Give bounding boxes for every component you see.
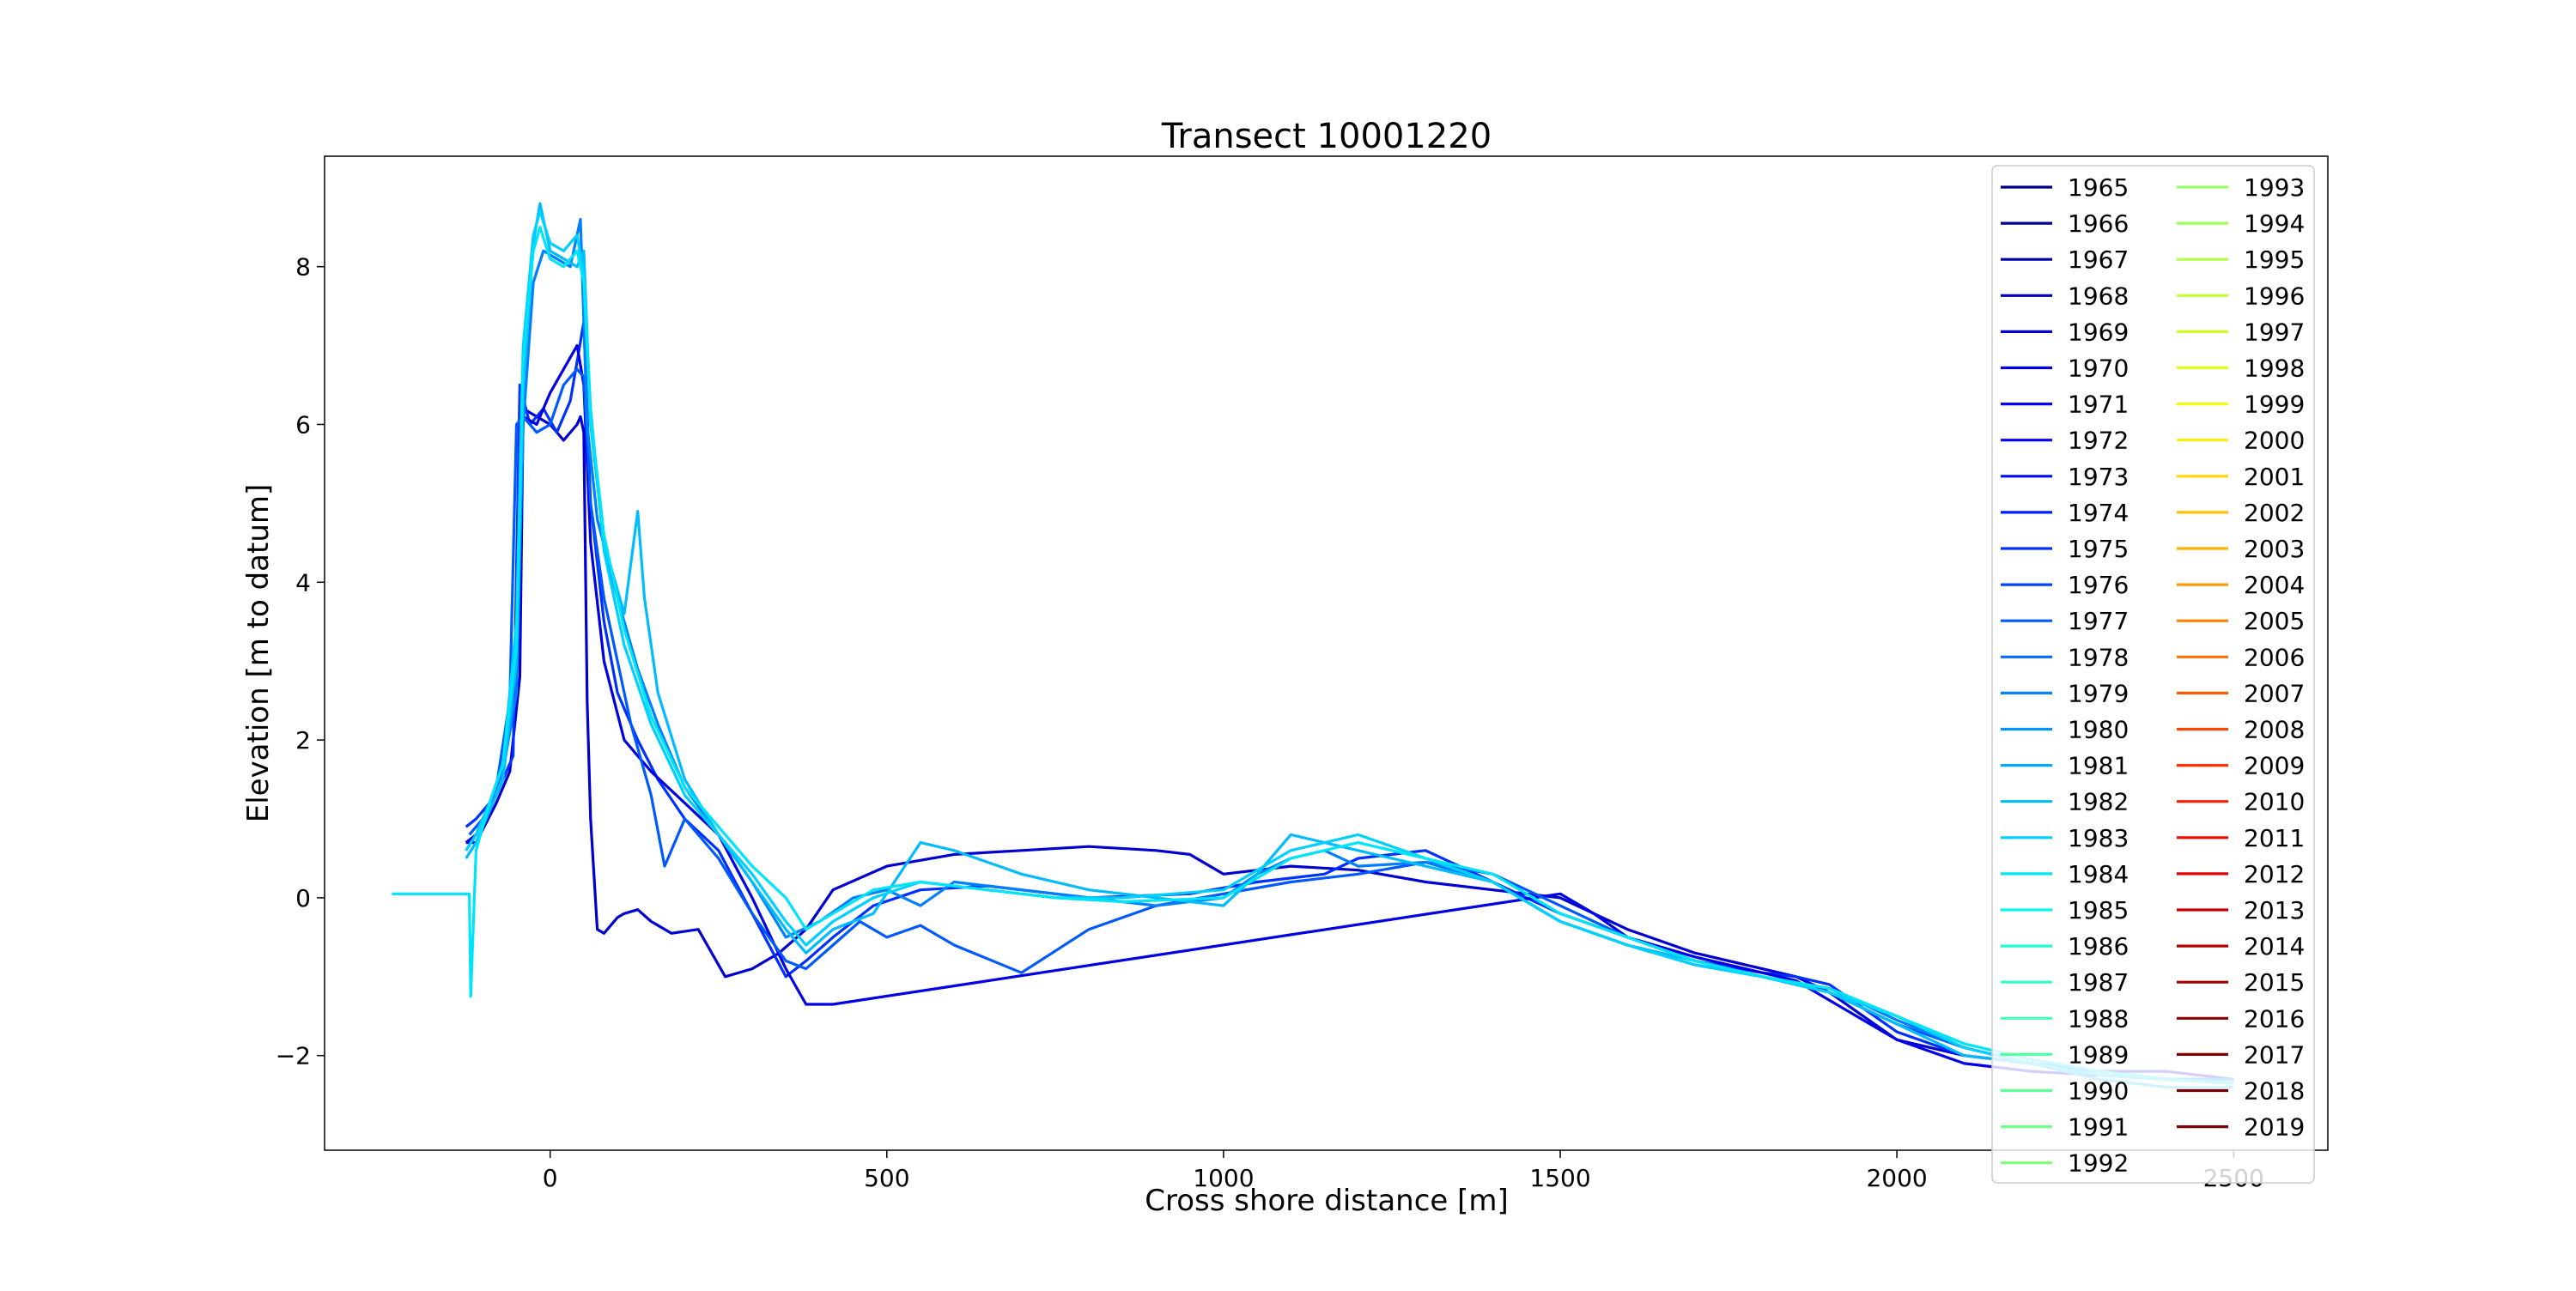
- legend-label: 1980: [2068, 716, 2129, 744]
- legend-label: 2015: [2244, 968, 2305, 997]
- legend-label: 2003: [2244, 535, 2305, 563]
- legend-label: 1982: [2068, 788, 2129, 816]
- legend-label: 1968: [2068, 282, 2129, 310]
- x-tick-label: 1500: [1529, 1164, 1590, 1192]
- series-line-6: [466, 211, 2234, 1083]
- legend-label: 1995: [2244, 245, 2305, 274]
- legend-label: 1990: [2068, 1077, 2129, 1106]
- legend-label: 1972: [2068, 427, 2129, 455]
- legend-label: 2000: [2244, 427, 2305, 455]
- legend-label: 1970: [2068, 355, 2129, 383]
- legend-label: 1975: [2068, 535, 2129, 563]
- legend-label: 1983: [2068, 824, 2129, 852]
- legend-label: 2005: [2244, 607, 2305, 635]
- legend-label: 1979: [2068, 679, 2129, 707]
- legend-label: 1984: [2068, 860, 2129, 888]
- legend-label: 1966: [2068, 209, 2129, 238]
- legend-label: 1986: [2068, 932, 2129, 961]
- legend-label: 1992: [2068, 1149, 2129, 1178]
- legend-label: 2019: [2244, 1113, 2305, 1142]
- legend-label: 1987: [2068, 968, 2129, 997]
- y-tick-label: 6: [295, 410, 311, 439]
- series-line-5: [466, 203, 2234, 1087]
- y-axis-label: Elevation [m to datum]: [241, 484, 276, 823]
- legend-label: 1971: [2068, 391, 2129, 419]
- x-tick-label: 0: [543, 1164, 558, 1192]
- legend-label: 1967: [2068, 245, 2129, 274]
- y-axis: −2 0 2 4 6 8: [276, 253, 325, 1070]
- x-tick-label: 2000: [1866, 1164, 1927, 1192]
- legend-label: 2004: [2244, 571, 2305, 599]
- series-line-4: [466, 220, 2234, 1080]
- legend-label: 2009: [2244, 752, 2305, 780]
- legend-label: 1981: [2068, 752, 2129, 780]
- series-layer: [392, 203, 2233, 1087]
- legend-label: 1997: [2244, 318, 2305, 346]
- legend-label: 2002: [2244, 499, 2305, 527]
- legend-label: 2016: [2244, 1004, 2305, 1033]
- legend-label: 1988: [2068, 1004, 2129, 1033]
- series-line-2: [466, 346, 2234, 1083]
- legend-label: 1978: [2068, 643, 2129, 671]
- legend-label: 1991: [2068, 1113, 2129, 1142]
- legend-label: 2006: [2244, 643, 2305, 671]
- y-tick-label: 2: [295, 726, 311, 755]
- legend-label: 2010: [2244, 788, 2305, 816]
- legend-label: 1996: [2244, 282, 2305, 310]
- legend-label: 2007: [2244, 679, 2305, 707]
- legend-label: 1977: [2068, 607, 2129, 635]
- chart-title: Transect 10001220: [1161, 117, 1492, 156]
- legend-label: 2014: [2244, 932, 2305, 961]
- legend-label: 1998: [2244, 355, 2305, 383]
- series-line-7: [392, 227, 2233, 1083]
- legend-label: 1974: [2068, 499, 2129, 527]
- x-tick-label: 500: [864, 1164, 909, 1192]
- y-tick-label: 4: [295, 568, 311, 597]
- legend-label: 1965: [2068, 173, 2129, 202]
- legend-label: 2013: [2244, 896, 2305, 924]
- legend-label: 2001: [2244, 463, 2305, 491]
- legend-label: 1985: [2068, 896, 2129, 924]
- legend-label: 2018: [2244, 1077, 2305, 1106]
- legend-label: 1989: [2068, 1040, 2129, 1069]
- legend-label: 2017: [2244, 1040, 2305, 1069]
- legend-label: 2012: [2244, 860, 2305, 888]
- legend-label: 1969: [2068, 318, 2129, 346]
- x-axis-label: Cross shore distance [m]: [1145, 1184, 1509, 1218]
- legend-label: 1976: [2068, 571, 2129, 599]
- legend: 1965 1966 1967 1968 1969 1970 1971 1972 1973 1974…: [1992, 166, 2314, 1183]
- y-tick-label: 8: [295, 253, 311, 282]
- legend-label: 1993: [2244, 173, 2305, 202]
- y-tick-label: −2: [276, 1042, 311, 1070]
- y-tick-label: 0: [295, 884, 311, 912]
- series-line-1: [466, 322, 2234, 1079]
- legend-label: 1999: [2244, 391, 2305, 419]
- legend-label: 2008: [2244, 716, 2305, 744]
- legend-label: 2011: [2244, 824, 2305, 852]
- legend-label: 1994: [2244, 209, 2305, 238]
- series-line-0: [466, 409, 2234, 1079]
- legend-label: 1973: [2068, 463, 2129, 491]
